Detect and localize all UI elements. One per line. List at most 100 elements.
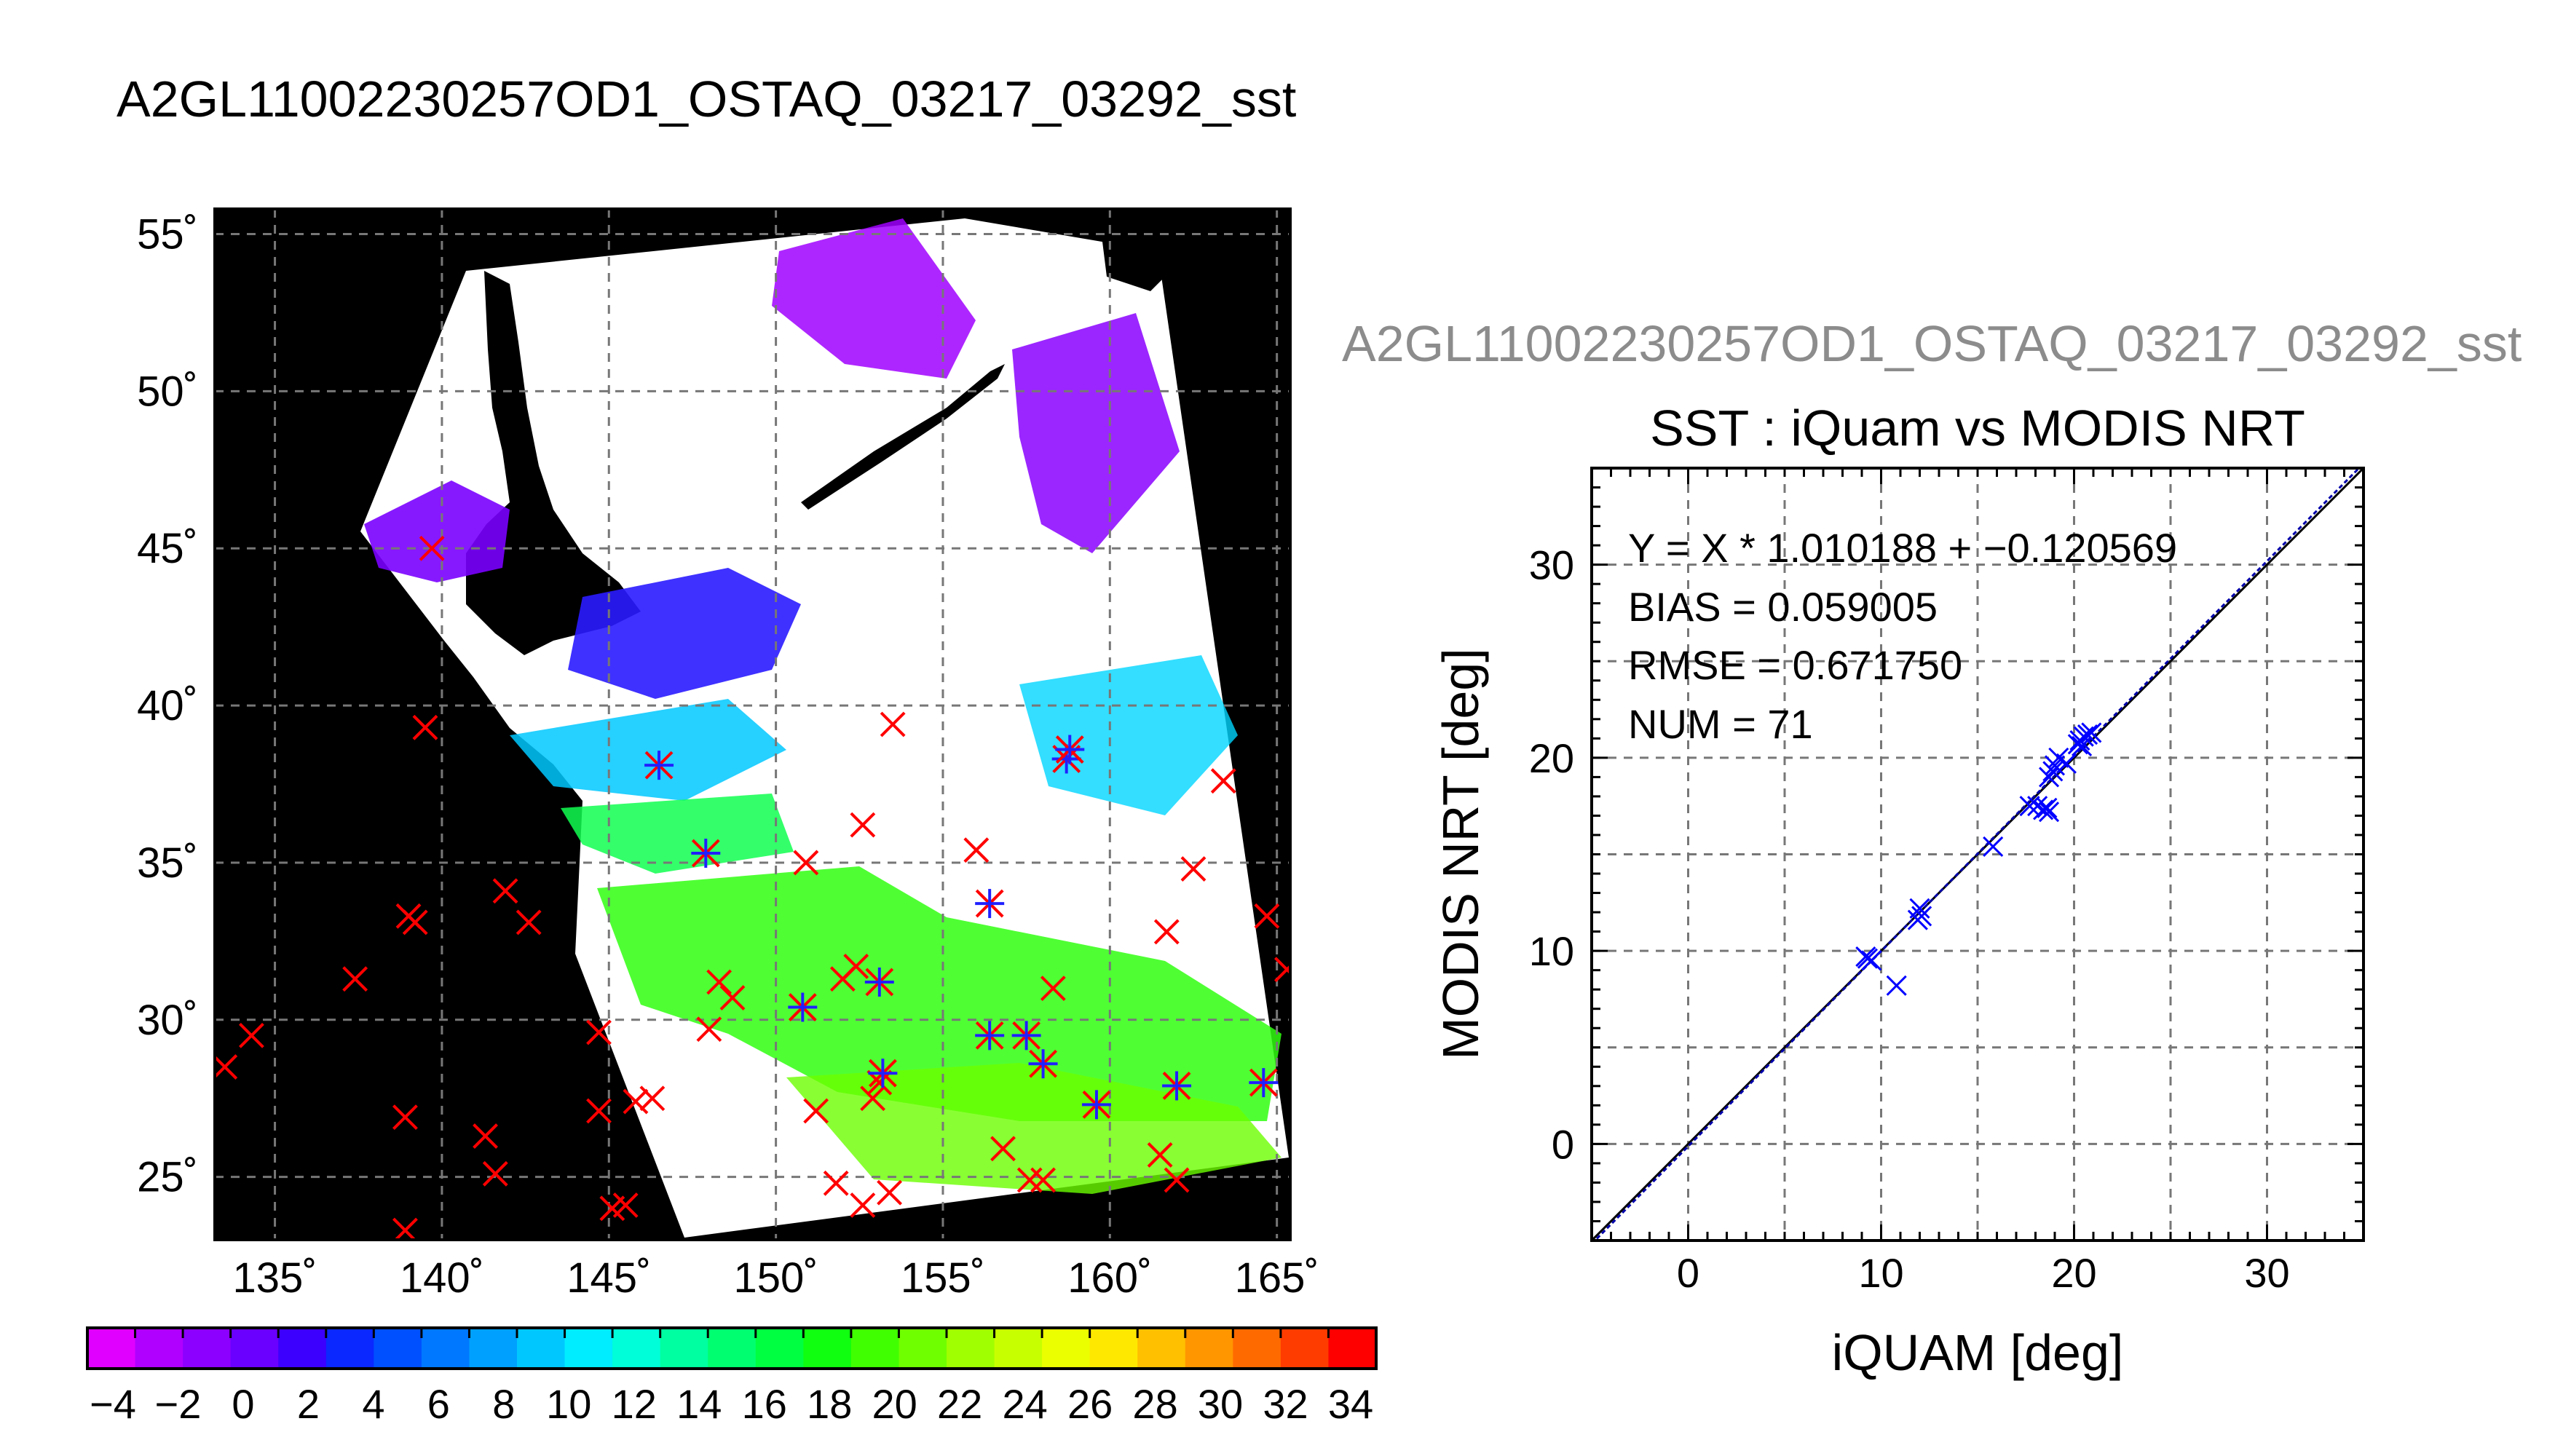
iquam-marker	[1153, 919, 1180, 945]
latitude-tick-label: 45˚	[137, 525, 198, 572]
scatter-point	[1983, 836, 2004, 857]
colorbar-tick-label: 32	[1263, 1381, 1308, 1427]
colorbar-cell	[755, 1328, 804, 1369]
matched-marker	[975, 889, 1005, 919]
iquam-marker	[482, 1160, 508, 1187]
colorbar-tick-label: 22	[937, 1381, 982, 1427]
colorbar-cell	[1280, 1328, 1329, 1369]
colorbar-cell	[803, 1328, 852, 1369]
scatter-point	[2033, 799, 2054, 820]
x-tick-label: 0	[1677, 1250, 1699, 1296]
sst-patch-cyan	[510, 699, 786, 801]
land-kamchatka	[1099, 218, 1180, 291]
iquam-marker	[1016, 1167, 1043, 1193]
colorbar-tick-label: −4	[90, 1381, 136, 1427]
longitude-tick-label: 135˚	[233, 1254, 317, 1302]
iquam-marker	[793, 850, 819, 876]
iquam-marker	[843, 954, 869, 979]
scatter-point	[2038, 802, 2060, 823]
scatter-point	[2081, 722, 2102, 743]
scatter-x-ticks: 0 10 20 30	[1677, 1250, 2290, 1296]
matched-marker	[868, 1059, 898, 1088]
colorbar-tick-label: 4	[362, 1381, 384, 1427]
iquam-marker	[612, 1192, 639, 1218]
scatter-file-header: A2GL11002230257OD1_OSTAQ_03217_03292_sst	[1342, 315, 2522, 372]
iquam-marker	[215, 1054, 238, 1080]
colorbar-cell	[1137, 1328, 1186, 1369]
y-tick-label: 20	[1529, 735, 1574, 781]
iquam-marker	[1040, 976, 1066, 1002]
latitude-tick-label: 40˚	[137, 682, 198, 729]
y-tick-label: 0	[1552, 1121, 1574, 1167]
longitude-tick-label: 160˚	[1067, 1254, 1152, 1302]
scatter-x-label: iQUAM [deg]	[1832, 1324, 2124, 1381]
iquam-marker	[239, 1022, 264, 1048]
iquam-marker	[419, 535, 445, 561]
matched-marker	[1028, 1049, 1058, 1079]
iquam-marker	[1273, 957, 1290, 983]
iquam-marker	[1180, 856, 1207, 882]
colorbar-cell	[183, 1328, 232, 1369]
matched-marker	[1081, 1090, 1111, 1120]
colorbar-cell	[1233, 1328, 1282, 1369]
scatter-stats: Y = X * 1.010188 + −0.120569 BIAS = 0.05…	[1628, 525, 2177, 747]
land-japan	[215, 626, 583, 1240]
colorbar-cell	[708, 1328, 757, 1369]
colorbar-cell	[517, 1328, 566, 1369]
iquam-marker	[473, 1123, 498, 1149]
colorbar-cell	[135, 1328, 183, 1369]
iquam-marker	[586, 1019, 612, 1045]
iquam-marker	[823, 1170, 849, 1196]
colorbar-tick-label: 26	[1067, 1381, 1113, 1427]
fit-equation: Y = X * 1.010188 + −0.120569	[1628, 525, 2177, 571]
iquam-marker	[639, 1085, 666, 1112]
colorbar-tick-label: 16	[742, 1381, 787, 1427]
iquam-marker	[1030, 1167, 1056, 1193]
iquam-marker	[696, 1016, 722, 1042]
colorbar-tick-label: 28	[1132, 1381, 1177, 1427]
colorbar-tick-label: 8	[492, 1381, 515, 1427]
scatter-point	[2077, 724, 2098, 745]
iquam-marker	[860, 1085, 886, 1112]
iquam-marker	[412, 714, 438, 740]
colorbar-tick-label: 24	[1002, 1381, 1047, 1427]
map-lon-ticks: 135˚ 140˚ 145˚ 150˚ 155˚ 160˚ 165˚	[233, 1254, 1319, 1302]
scatter-point	[2019, 796, 2040, 817]
latitude-tick-label: 35˚	[137, 839, 198, 887]
bias-stat: BIAS = 0.059005	[1628, 584, 1938, 630]
colorbar-cell	[278, 1328, 327, 1369]
iquam-marker	[1254, 903, 1280, 929]
scatter-plot: SST : iQuam vs MODIS NRT 0 10 20 30 0 10 20 30…	[1432, 400, 2365, 1381]
colorbar-cell	[374, 1328, 422, 1369]
matched-markers	[644, 735, 1279, 1120]
iquam-marker	[392, 1104, 418, 1131]
scatter-point	[2056, 753, 2077, 774]
scatter-point	[2037, 797, 2058, 818]
scatter-y-label: MODIS NRT [deg]	[1432, 648, 1489, 1059]
iquam-marker	[850, 1192, 876, 1218]
map-grid	[215, 209, 1290, 1240]
colorbar-cell	[899, 1328, 947, 1369]
sst-patch-green-mid	[561, 794, 794, 874]
iquam-marker	[342, 966, 368, 992]
latitude-tick-label: 30˚	[137, 997, 198, 1044]
longitude-tick-label: 150˚	[734, 1254, 818, 1302]
iquam-markers	[215, 535, 1290, 1240]
scatter-point	[1857, 948, 1879, 969]
scatter-y-ticks: 0 10 20 30	[1529, 542, 1574, 1168]
matched-marker	[788, 992, 818, 1022]
scatter-title: SST : iQuam vs MODIS NRT	[1650, 400, 2305, 456]
colorbar-ticks: −4 −2 0 2 4 6 8 10 12 14 16 18 20 22 24 26 28 30 32 34	[90, 1328, 1373, 1427]
colorbar-cells	[87, 1328, 1377, 1369]
colorbar-cell	[469, 1328, 518, 1369]
colorbar-cell	[660, 1328, 708, 1369]
iquam-marker	[990, 1136, 1016, 1162]
colorbar-cell	[612, 1328, 661, 1369]
colorbar-tick-label: 2	[297, 1381, 320, 1427]
x-tick-label: 10	[1858, 1250, 1903, 1296]
iquam-marker	[877, 1179, 902, 1206]
iquam-marker	[586, 1098, 612, 1124]
scatter-point	[1861, 950, 1882, 971]
matched-marker	[644, 751, 674, 780]
